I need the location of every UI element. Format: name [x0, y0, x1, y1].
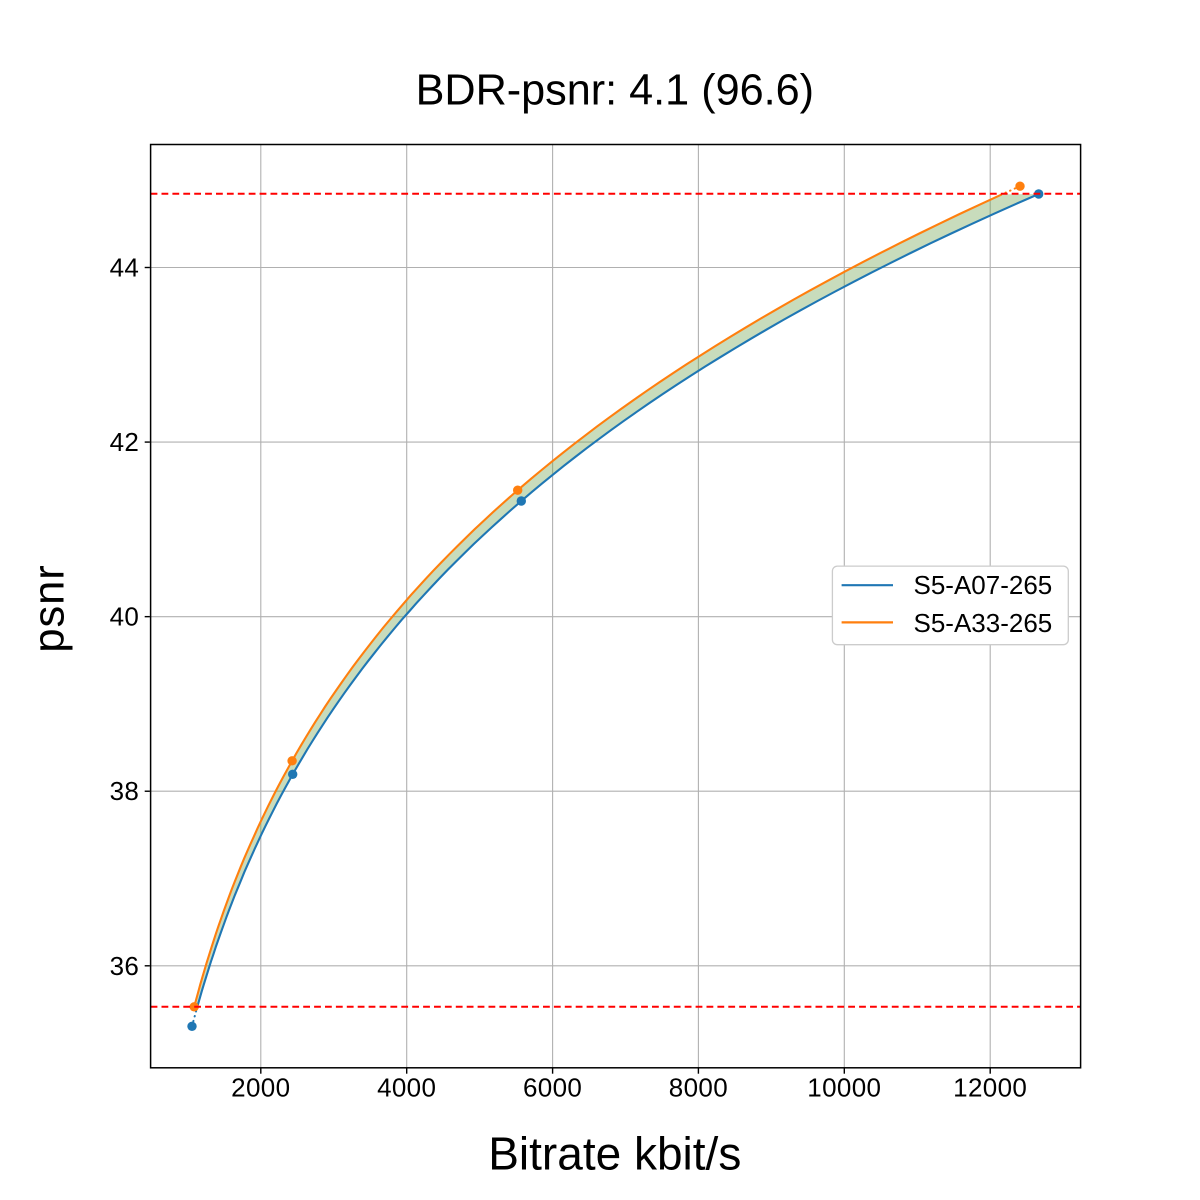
svg-text:psnr: psnr	[26, 564, 74, 652]
svg-text:6000: 6000	[523, 1072, 582, 1102]
svg-text:44: 44	[110, 253, 140, 283]
svg-text:40: 40	[110, 602, 140, 632]
svg-text:S5-A33-265: S5-A33-265	[914, 608, 1053, 638]
svg-text:36: 36	[110, 951, 140, 981]
svg-text:8000: 8000	[669, 1072, 728, 1102]
svg-text:BDR-psnr: 4.1 (96.6): BDR-psnr: 4.1 (96.6)	[416, 67, 814, 115]
svg-text:Bitrate kbit/s: Bitrate kbit/s	[488, 1127, 741, 1179]
svg-text:38: 38	[110, 776, 140, 806]
svg-text:42: 42	[110, 427, 140, 457]
svg-text:4000: 4000	[377, 1072, 436, 1102]
svg-text:12000: 12000	[953, 1072, 1027, 1102]
svg-text:10000: 10000	[807, 1072, 881, 1102]
svg-text:2000: 2000	[231, 1072, 290, 1102]
svg-text:S5-A07-265: S5-A07-265	[914, 570, 1053, 600]
